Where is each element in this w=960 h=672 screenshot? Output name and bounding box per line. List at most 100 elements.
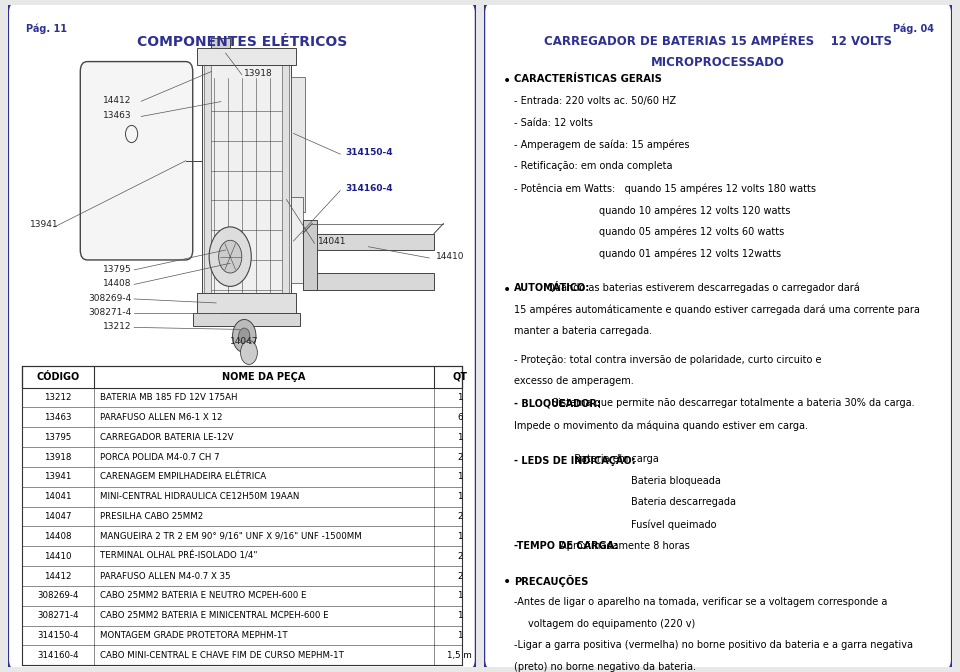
Text: 13795: 13795 (44, 433, 72, 442)
Bar (203, 65, 291, 310)
Text: 15 ampéres automáticamente e quando estiver carregada dará uma corrente para: 15 ampéres automáticamente e quando esti… (515, 304, 921, 315)
Circle shape (209, 227, 252, 286)
Text: NOME DA PEÇA: NOME DA PEÇA (223, 372, 306, 382)
Text: MICROPROCESSADO: MICROPROCESSADO (651, 56, 785, 69)
Text: Bateria em carga: Bateria em carga (568, 454, 659, 464)
Text: PRESILHA CABO 25MM2: PRESILHA CABO 25MM2 (100, 512, 204, 521)
Text: - Saída: 12 volts: - Saída: 12 volts (515, 118, 593, 128)
Text: •: • (503, 282, 511, 296)
Text: CABO 25MM2 BATERIA E MINICENTRAL MCPEH-600 E: CABO 25MM2 BATERIA E MINICENTRAL MCPEH-6… (100, 612, 328, 620)
Text: 308271-4: 308271-4 (37, 612, 79, 620)
Circle shape (219, 241, 242, 273)
Text: PARAFUSO ALLEN M4-0.7 X 35: PARAFUSO ALLEN M4-0.7 X 35 (100, 571, 230, 581)
Text: 308271-4: 308271-4 (88, 308, 132, 317)
Bar (198, 293, 296, 316)
Text: 14412: 14412 (104, 96, 132, 105)
Text: 1: 1 (457, 492, 463, 501)
Text: CABO MINI-CENTRAL E CHAVE FIM DE CURSO MEPHM-1T: CABO MINI-CENTRAL E CHAVE FIM DE CURSO M… (100, 651, 344, 660)
Text: 13941: 13941 (30, 220, 59, 229)
Text: -Antes de ligar o aparelho na tomada, verificar se a voltagem corresponde a: -Antes de ligar o aparelho na tomada, ve… (515, 597, 888, 607)
Text: Impede o movimento da máquina quando estiver em carga.: Impede o movimento da máquina quando est… (515, 420, 808, 431)
Circle shape (241, 341, 257, 364)
Text: 13463: 13463 (104, 112, 132, 120)
Text: Bateria bloqueada: Bateria bloqueada (632, 476, 721, 486)
Text: 1,5 m: 1,5 m (447, 651, 472, 660)
Text: 1: 1 (457, 631, 463, 640)
Bar (211, 38, 230, 48)
Text: - Entrada: 220 volts ac. 50/60 HZ: - Entrada: 220 volts ac. 50/60 HZ (515, 96, 677, 106)
Text: 13795: 13795 (103, 265, 132, 274)
Text: 6: 6 (457, 413, 463, 422)
Text: 1: 1 (457, 393, 463, 402)
FancyBboxPatch shape (8, 2, 476, 670)
Bar (22, 366, 462, 388)
Text: 14412: 14412 (44, 571, 72, 581)
Text: 1: 1 (457, 532, 463, 541)
Text: 308269-4: 308269-4 (37, 591, 79, 600)
Text: CARENAGEM EMPILHADEIRA ELÉTRICA: CARENAGEM EMPILHADEIRA ELÉTRICA (100, 472, 266, 481)
Text: 2: 2 (457, 512, 463, 521)
Bar (291, 77, 305, 212)
Text: - Retificação: em onda completa: - Retificação: em onda completa (515, 161, 673, 171)
Text: Pág. 11: Pág. 11 (27, 24, 67, 34)
Text: 14410: 14410 (44, 552, 72, 560)
Text: 14041: 14041 (318, 237, 347, 246)
Text: quando 01 ampéres 12 volts 12watts: quando 01 ampéres 12 volts 12watts (599, 249, 780, 259)
Text: quando 05 ampéres 12 volts 60 watts: quando 05 ampéres 12 volts 60 watts (599, 227, 784, 237)
Text: - Amperagem de saída: 15 ampéres: - Amperagem de saída: 15 ampéres (515, 140, 690, 150)
Text: CABO 25MM2 BATERIA E NEUTRO MCPEH-600 E: CABO 25MM2 BATERIA E NEUTRO MCPEH-600 E (100, 591, 306, 600)
Bar (302, 220, 317, 290)
Text: PRECAUÇÕES: PRECAUÇÕES (515, 575, 588, 587)
Text: 2: 2 (457, 552, 463, 560)
Text: 13918: 13918 (244, 69, 273, 78)
Text: COMPONENTES ELÉTRICOS: COMPONENTES ELÉTRICOS (136, 35, 348, 49)
Text: BATERIA MB 185 FD 12V 175AH: BATERIA MB 185 FD 12V 175AH (100, 393, 237, 402)
Text: Fusível queimado: Fusível queimado (632, 519, 717, 530)
Text: QT: QT (452, 372, 468, 382)
Text: -TEMPO DE CARGA:: -TEMPO DE CARGA: (515, 541, 618, 551)
Text: 14041: 14041 (44, 492, 72, 501)
Text: 13941: 13941 (44, 472, 72, 481)
Text: Sistema que permite não descarregar totalmente a bateria 30% da carga.: Sistema que permite não descarregar tota… (549, 398, 915, 408)
Text: 2: 2 (457, 452, 463, 462)
Bar (302, 233, 434, 250)
Bar (193, 313, 300, 326)
Text: 13918: 13918 (44, 452, 72, 462)
Text: MANGUEIRA 2 TR 2 EM 90° 9/16" UNF X 9/16" UNF -1500MM: MANGUEIRA 2 TR 2 EM 90° 9/16" UNF X 9/16… (100, 532, 362, 541)
Bar (198, 48, 296, 65)
Text: CARACTERÍSTICAS GERAIS: CARACTERÍSTICAS GERAIS (515, 74, 662, 84)
Text: quando 10 ampéres 12 volts 120 watts: quando 10 ampéres 12 volts 120 watts (599, 205, 790, 216)
Text: 1: 1 (457, 612, 463, 620)
Text: 14408: 14408 (44, 532, 72, 541)
FancyBboxPatch shape (484, 2, 952, 670)
Text: 308269-4: 308269-4 (88, 294, 132, 303)
Text: MONTAGEM GRADE PROTETORA MEPHM-1T: MONTAGEM GRADE PROTETORA MEPHM-1T (100, 631, 288, 640)
Text: 314160-4: 314160-4 (345, 184, 393, 193)
Text: 1: 1 (457, 591, 463, 600)
Text: •: • (503, 575, 511, 589)
Text: -Ligar a garra positiva (vermelha) no borne positivo da bateria e a garra negati: -Ligar a garra positiva (vermelha) no bo… (515, 640, 913, 650)
Text: TERMINAL OLHAL PRÉ-ISOLADO 1/4": TERMINAL OLHAL PRÉ-ISOLADO 1/4" (100, 552, 257, 560)
Text: 13463: 13463 (44, 413, 72, 422)
Text: PORCA POLIDA M4-0.7 CH 7: PORCA POLIDA M4-0.7 CH 7 (100, 452, 220, 462)
Circle shape (232, 319, 256, 353)
Text: 14410: 14410 (437, 252, 465, 261)
Text: - Proteção: total contra inversão de polaridade, curto circuito e: - Proteção: total contra inversão de pol… (515, 355, 822, 364)
Text: PARAFUSO ALLEN M6-1 X 12: PARAFUSO ALLEN M6-1 X 12 (100, 413, 223, 422)
Text: 314150-4: 314150-4 (37, 631, 79, 640)
Text: MINI-CENTRAL HIDRAULICA CE12H50M 19AAN: MINI-CENTRAL HIDRAULICA CE12H50M 19AAN (100, 492, 300, 501)
Text: 1: 1 (457, 472, 463, 481)
Text: 2: 2 (457, 571, 463, 581)
Bar (204, 65, 211, 310)
Text: - LEDS DE INDICAÇÃO:: - LEDS DE INDICAÇÃO: (515, 454, 636, 466)
Text: 314160-4: 314160-4 (37, 651, 79, 660)
Text: •: • (503, 74, 511, 88)
Text: 1: 1 (457, 433, 463, 442)
Text: CARREGADOR BATERIA LE-12V: CARREGADOR BATERIA LE-12V (100, 433, 233, 442)
Text: 14047: 14047 (44, 512, 72, 521)
Text: 14047: 14047 (230, 337, 258, 346)
Circle shape (239, 328, 250, 344)
Text: Aproximadamente 8 horas: Aproximadamente 8 horas (558, 541, 690, 551)
Bar (302, 274, 434, 290)
Text: Quando as baterias estiverem descarregadas o carregador dará: Quando as baterias estiverem descarregad… (544, 282, 859, 293)
